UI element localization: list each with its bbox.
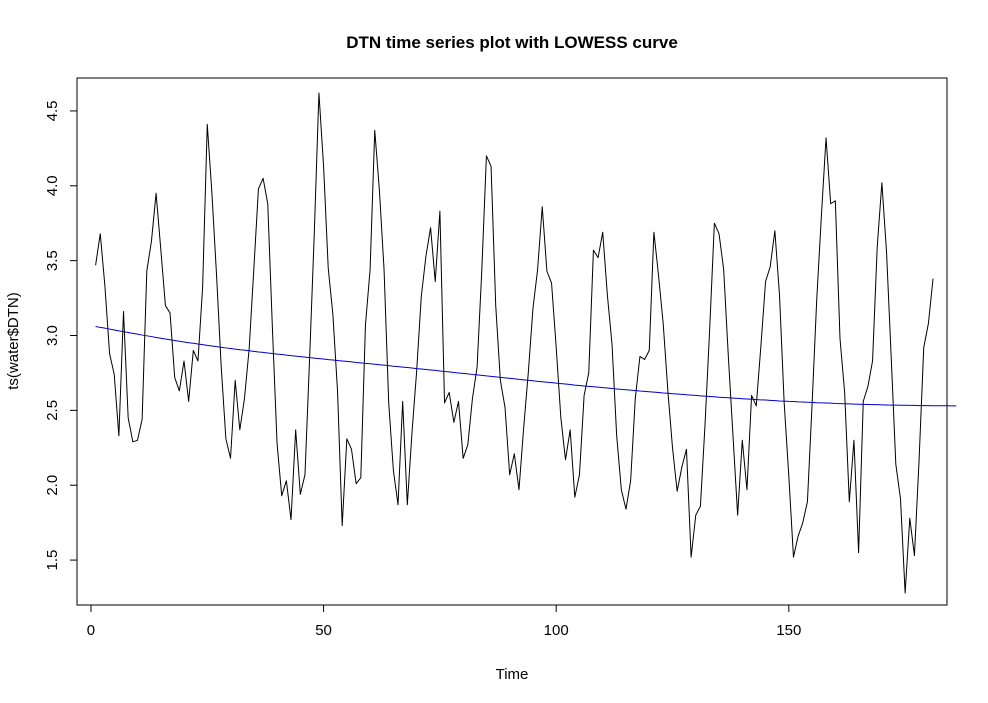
y-tick-label: 4.0 <box>44 175 61 196</box>
y-tick-label: 3.0 <box>44 325 61 346</box>
chart-title: DTN time series plot with LOWESS curve <box>346 33 678 52</box>
y-tick-label: 1.5 <box>44 550 61 571</box>
y-tick-label: 2.0 <box>44 475 61 496</box>
y-axis: 1.5 2.0 2.5 3.0 3.5 4.0 4.5 <box>44 101 78 571</box>
x-tick-label: 0 <box>87 622 95 639</box>
x-tick-label: 50 <box>315 622 332 639</box>
x-tick-label: 100 <box>544 622 569 639</box>
lowess-curve <box>95 326 957 407</box>
y-axis-label: ts(water$DTN) <box>5 292 22 390</box>
series-dtn <box>95 92 934 594</box>
x-axis-label: Time <box>496 666 529 683</box>
x-axis: 0 50 100 150 <box>87 604 801 639</box>
y-tick-label: 3.5 <box>44 250 61 271</box>
y-tick-label: 4.5 <box>44 101 61 122</box>
series-group <box>95 92 957 594</box>
series-lowess <box>95 326 957 407</box>
y-tick-label: 2.5 <box>44 400 61 421</box>
dtn-line <box>95 92 934 594</box>
x-tick-label: 150 <box>776 622 801 639</box>
